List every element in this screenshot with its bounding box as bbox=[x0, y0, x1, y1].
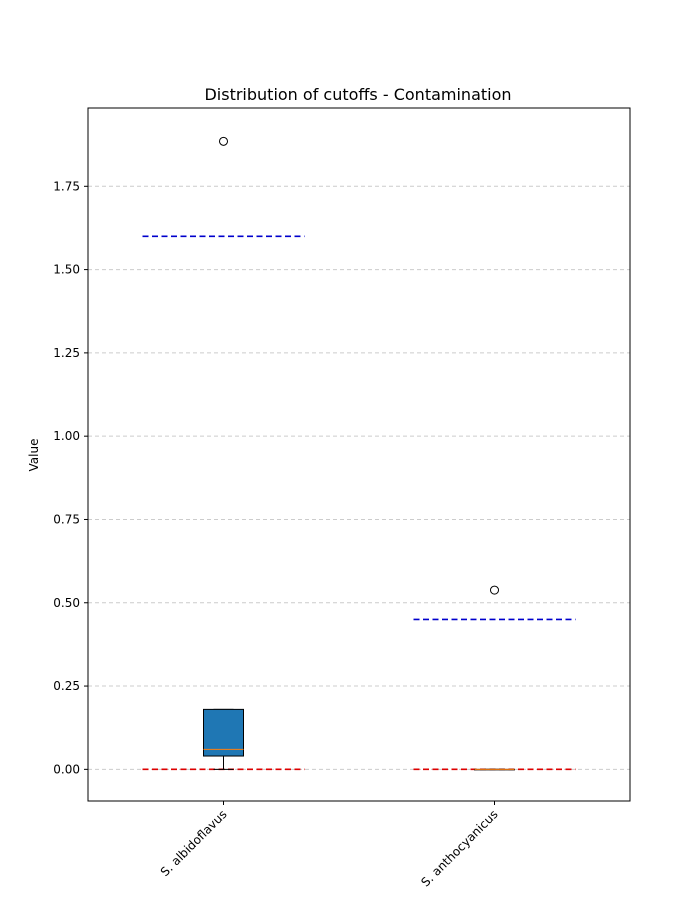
y-tick-label: 0.25 bbox=[53, 679, 80, 693]
box-iqr bbox=[203, 708, 244, 757]
x-tick-label: S. albidoflavus bbox=[158, 807, 230, 879]
axes: 0.00 0.25 0.50 0.75 1.00 1.25 1.50 1.75 S. albid… bbox=[53, 179, 500, 889]
y-tick-label: 1.50 bbox=[53, 263, 80, 277]
outlier-point bbox=[490, 585, 499, 595]
outlier-point bbox=[219, 136, 228, 146]
y-tick-label: 1.75 bbox=[53, 179, 80, 193]
y-tick-label: 0.00 bbox=[53, 762, 80, 776]
plot-data bbox=[142, 136, 576, 771]
y-tick-label: 0.50 bbox=[53, 596, 80, 610]
plot-area-frame bbox=[87, 107, 631, 802]
x-tick-label: S. anthocyanicus bbox=[418, 807, 500, 889]
chart-title: Distribution of cutoffs - Contamination bbox=[204, 85, 511, 104]
grid-lines bbox=[88, 185, 630, 770]
y-axis-label: Value bbox=[27, 439, 41, 472]
y-tick-label: 1.00 bbox=[53, 429, 80, 443]
y-tick-label: 1.25 bbox=[53, 346, 80, 360]
y-tick-label: 0.75 bbox=[53, 512, 80, 526]
